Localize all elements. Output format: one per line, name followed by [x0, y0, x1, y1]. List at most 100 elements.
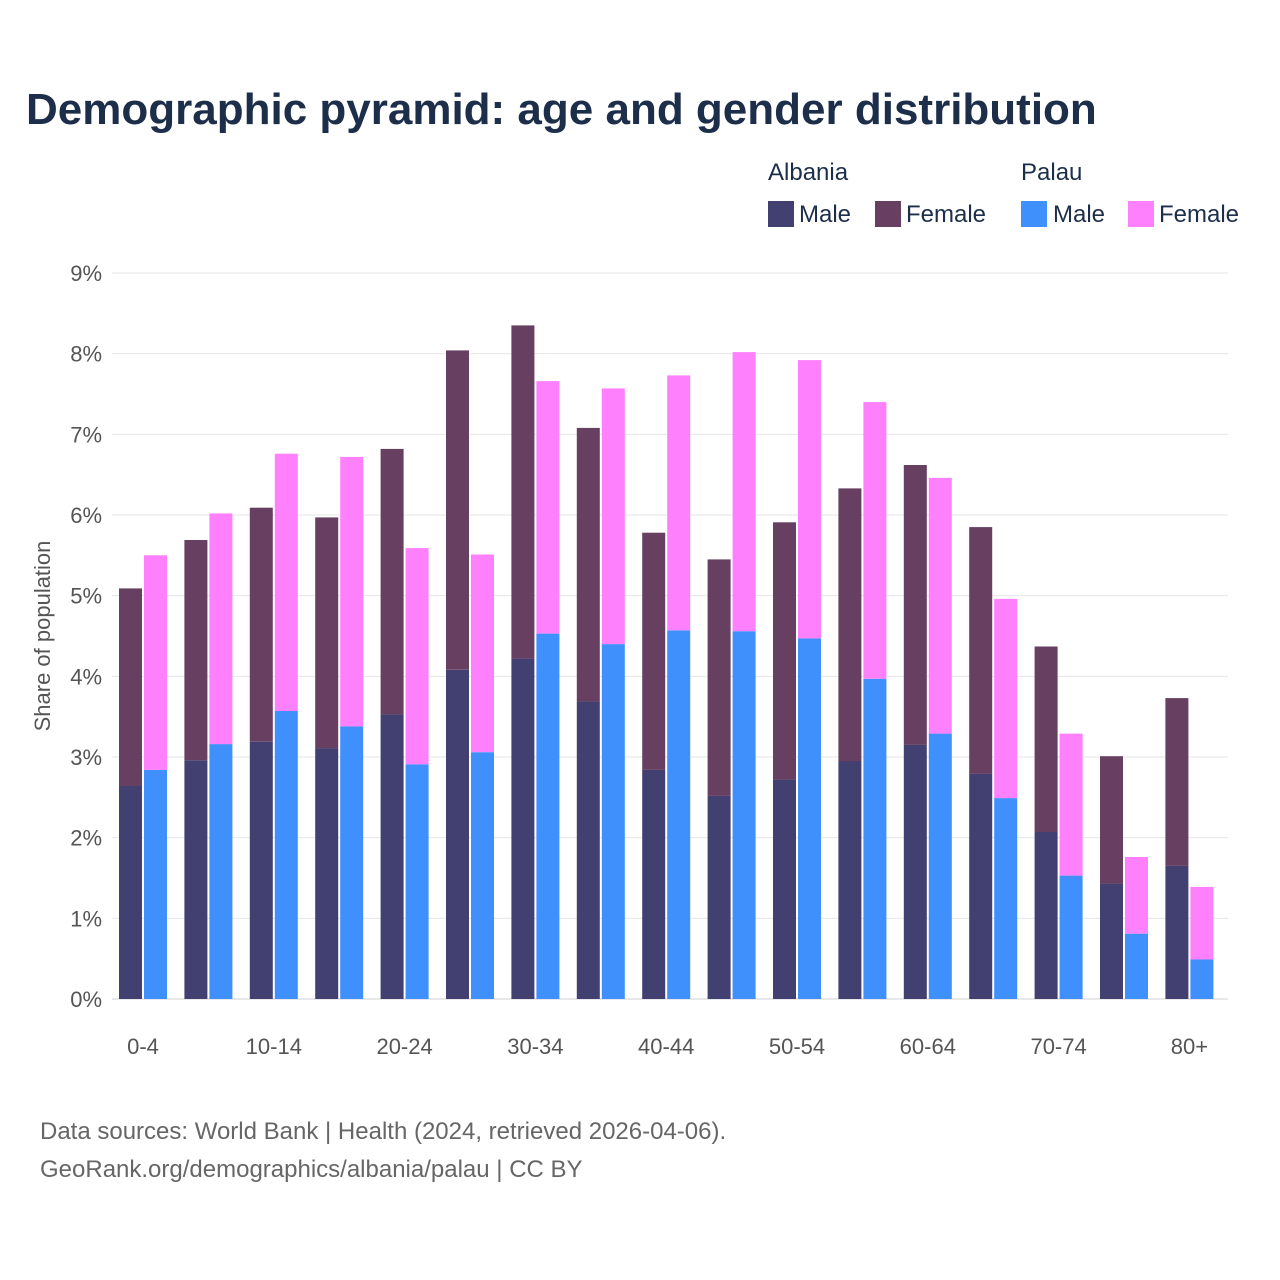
bar-albania-male-25-29	[446, 669, 469, 999]
bar-albania-male-55-59	[838, 761, 862, 999]
bar-albania-female-35-39	[576, 427, 600, 702]
bar-palau-male-50-54	[798, 638, 821, 999]
bar-albania-female-70-74	[1034, 646, 1058, 832]
attribution-line: GeoRank.org/demographics/albania/palau |…	[40, 1156, 583, 1183]
bar-albania-female-50-54	[773, 522, 796, 780]
x-tick-label: 80+	[1171, 1034, 1208, 1059]
x-tick-label: 70-74	[1030, 1034, 1086, 1059]
bar-albania-female-75-79	[1100, 756, 1123, 884]
x-axis-ticks: 0-4 10-14 20-24 30-34 40-44 50-54 60-64 70-74 80…	[127, 1034, 1208, 1059]
bar-albania-female-0-4	[119, 588, 142, 786]
bar-palau-female-80+	[1190, 886, 1214, 960]
bar-albania-female-25-29	[446, 350, 469, 670]
y-tick-label: 2%	[70, 826, 102, 851]
bar-palau-female-75-79	[1125, 857, 1148, 934]
bar-albania-female-80+	[1165, 698, 1189, 866]
bar-albania-female-15-19	[315, 517, 339, 749]
bar-albania-male-70-74	[1034, 832, 1058, 999]
bar-palau-male-60-64	[928, 733, 952, 999]
x-tick-label: 0-4	[127, 1034, 159, 1059]
bar-palau-female-45-49	[732, 352, 756, 632]
bar-palau-male-80+	[1190, 959, 1214, 999]
bar-albania-female-60-64	[903, 465, 927, 745]
bar-palau-male-0-4	[144, 769, 167, 999]
y-tick-label: 7%	[70, 422, 102, 447]
bar-albania-male-60-64	[903, 744, 927, 999]
legend-label-albania-male: Male	[799, 201, 851, 228]
x-tick-label: 30-34	[507, 1034, 563, 1059]
bar-albania-male-80+	[1165, 865, 1189, 999]
bar-albania-male-75-79	[1100, 883, 1123, 999]
bar-palau-male-40-44	[667, 630, 691, 999]
legend-group-albania: Albania	[768, 159, 849, 186]
bar-albania-female-65-69	[969, 527, 993, 774]
x-tick-label: 10-14	[246, 1034, 302, 1059]
x-tick-label: 40-44	[638, 1034, 694, 1059]
bar-palau-male-70-74	[1059, 875, 1083, 999]
bar-palau-female-25-29	[471, 554, 494, 753]
legend-label-albania-female: Female	[906, 201, 986, 228]
bar-palau-female-65-69	[994, 598, 1018, 799]
bar-albania-male-5-9	[184, 760, 208, 999]
bar-albania-male-45-49	[707, 795, 731, 999]
bar-palau-male-75-79	[1125, 933, 1148, 999]
legend-label-palau-female: Female	[1159, 201, 1239, 228]
bar-palau-female-70-74	[1059, 733, 1083, 876]
bar-palau-male-45-49	[732, 631, 756, 999]
bar-palau-female-60-64	[928, 477, 952, 734]
bar-albania-male-20-24	[380, 714, 404, 999]
legend-swatch-albania-female	[875, 201, 901, 227]
bar-albania-male-30-34	[511, 658, 535, 999]
y-tick-label: 8%	[70, 342, 102, 367]
bar-albania-male-0-4	[119, 786, 142, 999]
bar-palau-male-5-9	[209, 744, 233, 999]
legend-swatch-palau-female	[1128, 201, 1154, 227]
bar-albania-female-20-24	[380, 448, 404, 715]
bar-albania-male-65-69	[969, 773, 993, 999]
bar-palau-female-20-24	[405, 548, 429, 765]
bar-palau-female-10-14	[274, 453, 298, 711]
bar-palau-male-65-69	[994, 798, 1018, 999]
bar-palau-male-10-14	[274, 711, 298, 999]
bar-palau-male-15-19	[340, 726, 364, 999]
bar-palau-male-25-29	[471, 752, 494, 999]
y-axis-title: Share of population	[30, 541, 55, 732]
bar-albania-female-45-49	[707, 559, 731, 796]
legend-swatch-albania-male	[768, 201, 794, 227]
bar-palau-male-20-24	[405, 764, 429, 999]
chart-title: Demographic pyramid: age and gender dist…	[26, 85, 1097, 134]
bar-palau-male-35-39	[601, 644, 625, 999]
bar-palau-male-55-59	[863, 678, 887, 999]
bar-palau-female-15-19	[340, 456, 364, 727]
source-line: Data sources: World Bank | Health (2024,…	[40, 1118, 726, 1145]
y-tick-label: 9%	[70, 261, 102, 286]
bar-albania-male-50-54	[773, 779, 796, 999]
y-tick-label: 6%	[70, 503, 102, 528]
bar-albania-female-10-14	[249, 507, 273, 742]
bar-palau-female-5-9	[209, 513, 233, 745]
bars	[119, 325, 1214, 999]
y-axis-ticks: 0% 1% 2% 3% 4% 5% 6% 7% 8% 9%	[70, 261, 102, 1012]
y-tick-label: 5%	[70, 584, 102, 609]
y-tick-label: 0%	[70, 987, 102, 1012]
bar-albania-female-40-44	[642, 532, 666, 770]
legend-swatch-palau-male	[1021, 201, 1047, 227]
legend: Albania Male Female Palau Male Female	[768, 159, 1239, 228]
bar-albania-male-15-19	[315, 748, 339, 999]
x-tick-label: 60-64	[900, 1034, 956, 1059]
legend-group-palau: Palau	[1021, 159, 1082, 186]
bar-albania-female-30-34	[511, 325, 535, 659]
x-tick-label: 50-54	[769, 1034, 825, 1059]
bar-palau-female-30-34	[536, 381, 560, 634]
bar-palau-female-0-4	[144, 555, 167, 770]
bar-palau-male-30-34	[536, 633, 560, 999]
bar-albania-female-55-59	[838, 488, 862, 762]
y-tick-label: 1%	[70, 906, 102, 931]
legend-label-palau-male: Male	[1053, 201, 1105, 228]
x-tick-label: 20-24	[376, 1034, 432, 1059]
bar-palau-female-40-44	[667, 375, 691, 631]
bar-albania-female-5-9	[184, 540, 208, 761]
y-tick-label: 4%	[70, 664, 102, 689]
bar-albania-male-35-39	[576, 701, 600, 999]
